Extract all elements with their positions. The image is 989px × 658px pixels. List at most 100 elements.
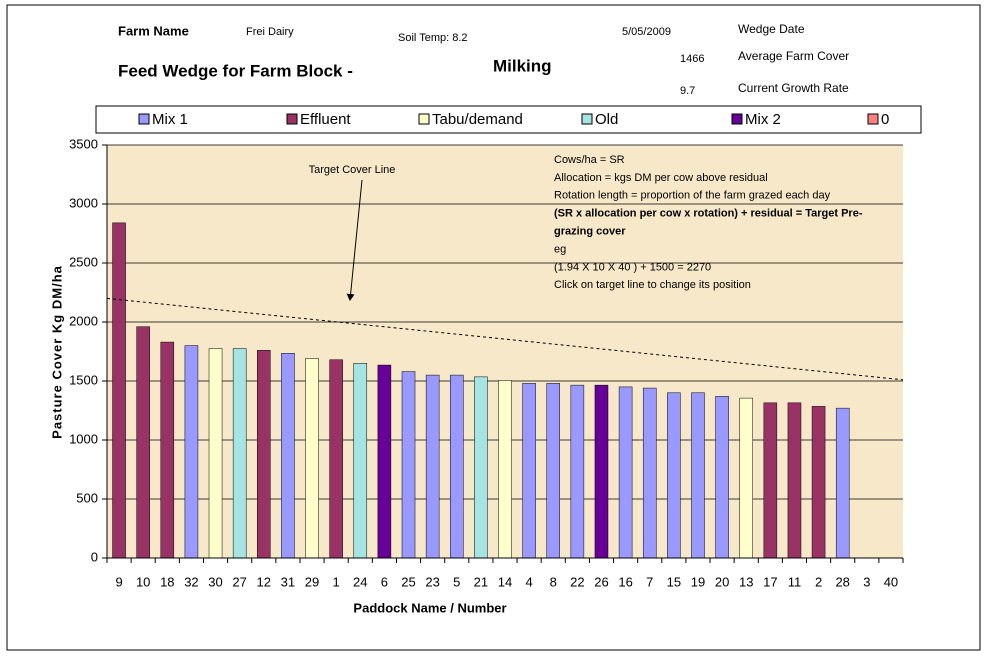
x-tick-label: 3	[863, 574, 870, 589]
x-tick-label: 14	[498, 574, 512, 589]
x-tick-label: 2	[815, 574, 822, 589]
annotation: Target Cover Line	[309, 164, 396, 176]
note: Allocation = kgs DM per cow above residu…	[554, 172, 768, 184]
bar	[787, 402, 802, 559]
bar	[257, 350, 271, 559]
bar	[160, 341, 175, 559]
x-tick-label: 18	[160, 574, 174, 589]
x-tick-label: 9	[115, 574, 122, 589]
x-tick-label: 32	[184, 574, 198, 589]
legend-swatch	[138, 113, 150, 125]
legend-label: Mix 2	[745, 111, 781, 128]
y-tick-label: 1500	[69, 372, 98, 387]
legend-swatch	[731, 113, 743, 125]
bar	[498, 380, 512, 559]
legend	[95, 105, 922, 134]
legend-label: Old	[595, 111, 618, 128]
target-line	[106, 297, 904, 381]
note: (SR x allocation per cow x rotation) + r…	[554, 208, 863, 220]
bar	[425, 374, 440, 559]
bar	[112, 222, 126, 559]
x-tick-label: 27	[232, 574, 246, 589]
x-tick-label: 7	[646, 574, 653, 589]
bar	[474, 376, 488, 559]
x-tick-label: 11	[788, 574, 802, 589]
bar	[208, 348, 223, 559]
legend-swatch	[581, 113, 593, 125]
bar	[281, 353, 295, 559]
legend-label: Mix 1	[152, 111, 188, 128]
bar	[570, 384, 585, 559]
x-tick-label: 8	[550, 574, 557, 589]
y-tick-label: 2000	[69, 313, 98, 328]
y-tick-label: 500	[76, 490, 98, 505]
bar	[184, 345, 199, 559]
block-name: Milking	[493, 56, 552, 75]
legend-swatch	[418, 113, 430, 125]
x-tick-label: 15	[667, 574, 681, 589]
x-tick-label: 21	[474, 574, 488, 589]
note: eg	[554, 243, 566, 255]
legend-label: Effluent	[300, 111, 351, 128]
x-tick-label: 30	[208, 574, 222, 589]
bar	[401, 371, 416, 559]
x-tick-label: 22	[570, 574, 584, 589]
annotation-arrow	[346, 179, 363, 301]
legend-label: 0	[881, 111, 889, 128]
bar	[546, 383, 561, 559]
date-label: Wedge Date	[738, 22, 805, 36]
y-axis-title: Pasture Cover Kg DM/ha	[49, 265, 64, 439]
note: Cows/ha = SR	[554, 154, 625, 166]
bar	[594, 384, 609, 559]
y-tick-label: 2500	[69, 254, 98, 269]
x-tick-label: 19	[691, 574, 705, 589]
bar	[522, 383, 536, 559]
x-tick-label: 6	[381, 574, 388, 589]
note: grazing cover	[554, 226, 626, 238]
x-tick-label: 31	[281, 574, 295, 589]
x-tick-label: 40	[884, 574, 898, 589]
soil-temp: Soil Temp: 8.2	[398, 32, 468, 44]
bar	[715, 396, 729, 559]
note: Click on target line to change its posit…	[554, 279, 751, 291]
bar	[232, 348, 247, 559]
x-tick-label: 1	[333, 574, 340, 589]
x-tick-label: 17	[763, 574, 777, 589]
y-tick-label: 3000	[69, 195, 98, 210]
x-tick-label: 12	[257, 574, 271, 589]
bar	[305, 358, 319, 559]
x-tick-label: 26	[594, 574, 608, 589]
x-tick-label: 25	[401, 574, 415, 589]
bar	[691, 392, 705, 559]
x-tick-label: 10	[136, 574, 150, 589]
legend-label: Tabu/demand	[432, 111, 523, 128]
bar	[377, 364, 392, 559]
x-tick-label: 28	[835, 574, 849, 589]
bar	[449, 374, 464, 559]
y-tick-label: 0	[91, 549, 98, 564]
bar	[763, 402, 778, 559]
x-axis-title: Paddock Name / Number	[353, 600, 506, 615]
x-tick-label: 4	[526, 574, 533, 589]
average-cover: 1466	[680, 53, 704, 65]
bar	[835, 407, 850, 559]
y-tick-label: 1000	[69, 431, 98, 446]
x-tick-label: 24	[353, 574, 367, 589]
legend-swatch	[286, 113, 298, 125]
bar	[136, 326, 150, 559]
growth-rate: 9.7	[680, 85, 695, 97]
y-tick-label: 3500	[69, 136, 98, 151]
x-tick-label: 29	[305, 574, 319, 589]
legend-swatch	[867, 113, 879, 125]
bar	[618, 386, 633, 559]
note: (1.94 X 10 X 40 ) + 1500 = 2270	[554, 261, 711, 273]
x-tick-label: 13	[739, 574, 753, 589]
x-tick-label: 23	[425, 574, 439, 589]
farm-name-label: Farm Name	[118, 23, 189, 38]
x-tick-label: 16	[618, 574, 632, 589]
bar	[329, 359, 343, 559]
bar	[642, 387, 657, 559]
bar	[353, 363, 368, 559]
average-cover-label: Average Farm Cover	[738, 49, 849, 63]
